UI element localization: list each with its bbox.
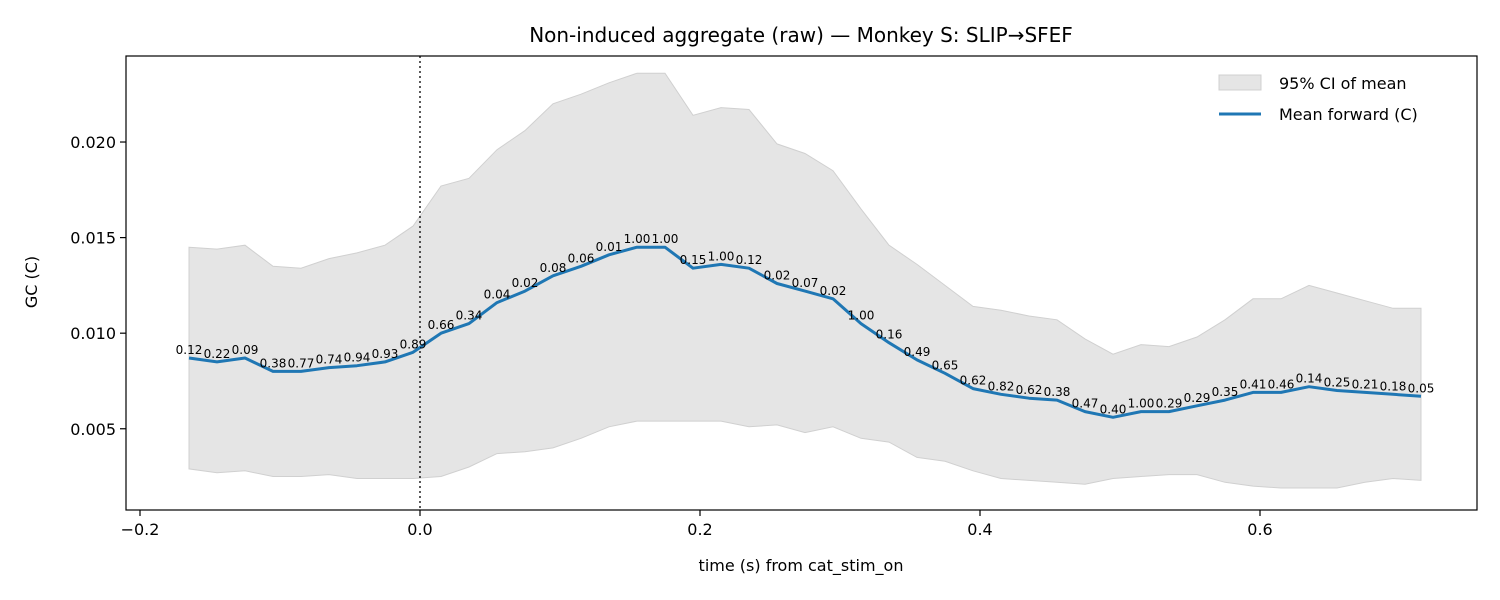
point-label: 0.08	[540, 261, 567, 275]
point-label: 0.62	[960, 374, 987, 388]
point-label: 0.66	[428, 318, 455, 332]
legend-ci-swatch	[1218, 74, 1262, 91]
point-label: 0.46	[1268, 377, 1295, 391]
point-label: 0.06	[568, 251, 595, 265]
point-label: 0.07	[792, 276, 819, 290]
point-label: 0.29	[1184, 391, 1211, 405]
point-label: 0.14	[1296, 372, 1323, 386]
point-label: 0.49	[904, 345, 931, 359]
point-label: 0.93	[372, 347, 399, 361]
ci-band	[188, 72, 1422, 489]
point-label: 0.25	[1324, 376, 1351, 390]
point-label: 0.04	[484, 288, 511, 302]
x-axis-label: time (s) from cat_stim_on	[699, 556, 904, 576]
point-label: 0.40	[1100, 402, 1127, 416]
y-axis-label: GC (C)	[22, 256, 41, 308]
point-label: 1.00	[848, 309, 875, 323]
point-label: 0.38	[260, 356, 287, 370]
point-label: 0.41	[1240, 377, 1267, 391]
x-tick-label: 0.6	[1247, 520, 1272, 539]
y-tick-label: 0.005	[70, 420, 116, 439]
point-label: 0.94	[344, 351, 371, 365]
mean-line-layer	[188, 245, 1422, 419]
legend-label: Mean forward (C)	[1279, 105, 1418, 124]
point-label: 0.65	[932, 358, 959, 372]
point-label: 0.38	[1044, 385, 1071, 399]
x-tick-label: 0.4	[967, 520, 992, 539]
point-label: 0.89	[400, 337, 427, 351]
point-label: 0.16	[876, 328, 903, 342]
legend: 95% CI of mean Mean forward (C)	[1218, 74, 1418, 124]
point-label: 1.00	[652, 232, 679, 246]
point-label-layer: 0.12 0.22 0.090.38 0.77 0.74 0.94 0.930.890.66…	[176, 232, 1435, 416]
point-label: 0.02	[512, 276, 539, 290]
axes-layer: −0.2 0.0 0.2 0.4 0.6 0.005 0.010 0.015 0.020	[70, 55, 1478, 539]
point-label: 0.29	[1156, 397, 1183, 411]
plot-frame	[125, 55, 1478, 511]
point-label: 0.01	[596, 240, 623, 254]
mean-forward-line	[188, 245, 1422, 419]
point-label: 0.12	[736, 253, 763, 267]
point-label: 1.00	[624, 232, 651, 246]
point-label: 0.12	[176, 343, 203, 357]
point-label: 0.62	[1016, 383, 1043, 397]
x-tick-label: 0.2	[687, 520, 712, 539]
y-tick-label: 0.020	[70, 133, 116, 152]
point-label: 0.35	[1212, 385, 1239, 399]
point-label: 0.05	[1408, 381, 1435, 395]
point-label: 0.09	[232, 343, 259, 357]
point-label: 0.21	[1352, 377, 1379, 391]
point-label: 0.82	[988, 379, 1015, 393]
y-tick-label: 0.015	[70, 229, 116, 248]
point-label: 0.47	[1072, 397, 1099, 411]
point-label: 0.02	[764, 269, 791, 283]
ci-band-layer	[188, 72, 1422, 489]
point-label: 1.00	[1128, 397, 1155, 411]
x-tick-label: 0.0	[407, 520, 432, 539]
point-label: 0.18	[1380, 379, 1407, 393]
point-label: 0.02	[820, 284, 847, 298]
point-label: 0.74	[316, 353, 343, 367]
point-label: 0.15	[680, 253, 707, 267]
x-tick-label: −0.2	[121, 520, 160, 539]
point-label: 0.22	[204, 347, 231, 361]
point-label: 0.34	[456, 309, 483, 323]
point-label: 0.77	[288, 356, 315, 370]
y-tick-label: 0.010	[70, 324, 116, 343]
point-label: 1.00	[708, 249, 735, 263]
chart-title: Non-induced aggregate (raw) — Monkey S: …	[529, 23, 1073, 47]
legend-label: 95% CI of mean	[1279, 74, 1407, 93]
